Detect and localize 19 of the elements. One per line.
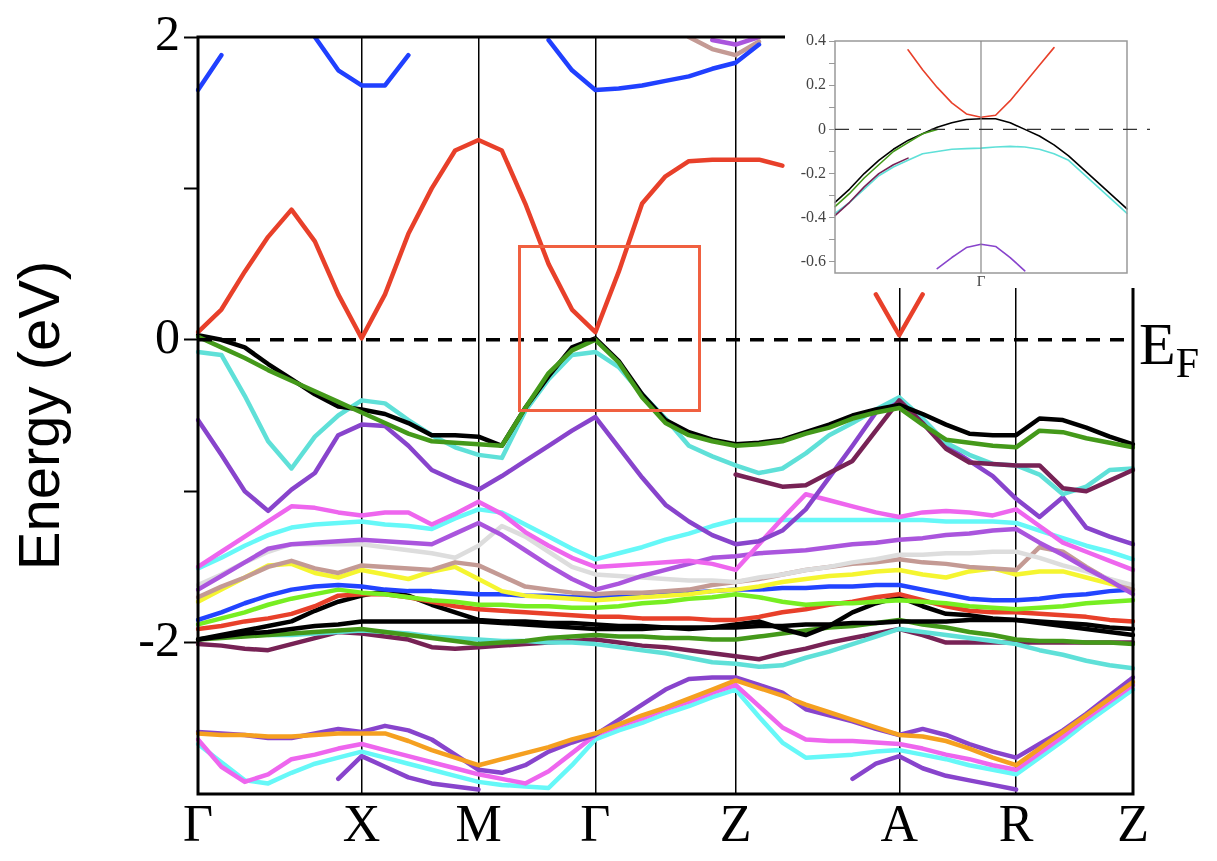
x-tick-label: Γ	[182, 794, 214, 852]
y-axis-title: Energy (eV)	[5, 260, 71, 571]
x-tick-label: Γ	[580, 794, 611, 852]
y-tick-label: -0.4	[800, 207, 826, 225]
y-tick-label: 0.4	[806, 31, 826, 49]
y-tick-label: -0.6	[800, 252, 826, 270]
x-tick-label: Γ	[976, 272, 986, 289]
y-tick-label: -2	[138, 610, 180, 667]
y-tick-label: 2	[155, 5, 180, 62]
y-tick-label: 0	[155, 307, 180, 364]
x-tick-label: Z	[719, 794, 752, 852]
x-tick-label: A	[880, 794, 919, 852]
x-tick-label: X	[342, 794, 381, 852]
y-tick-label: -0.2	[800, 163, 826, 181]
x-tick-label: M	[455, 794, 502, 852]
x-tick-label: Z	[1117, 794, 1149, 852]
x-tick-label: R	[998, 794, 1034, 852]
y-tick-label: 0.2	[806, 75, 826, 93]
y-tick-label: 0	[818, 119, 826, 137]
